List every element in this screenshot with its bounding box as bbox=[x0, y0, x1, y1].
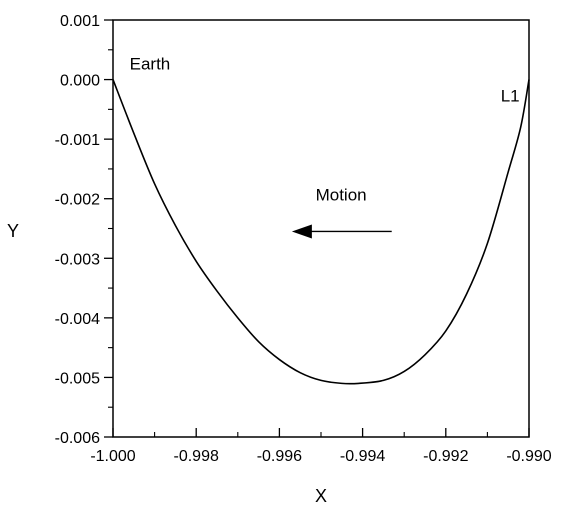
y-tick-label: -0.004 bbox=[55, 311, 100, 328]
annotation-l1: L1 bbox=[501, 87, 520, 106]
y-tick-label: -0.003 bbox=[55, 251, 100, 268]
y-axis-title: Y bbox=[7, 221, 19, 241]
y-tick-label: -0.001 bbox=[55, 132, 100, 149]
y-tick-label: -0.006 bbox=[55, 430, 100, 447]
x-tick-label: -0.990 bbox=[506, 448, 551, 465]
annotation-earth: Earth bbox=[130, 54, 171, 73]
plot-frame bbox=[112, 19, 530, 438]
y-tick-label: 0.000 bbox=[60, 73, 100, 90]
x-tick-label: -1.000 bbox=[90, 448, 135, 465]
y-tick-label: -0.002 bbox=[55, 192, 100, 209]
y-tick-label: 0.001 bbox=[60, 13, 100, 30]
y-axis: 0.001 0.000 -0.001 -0.002 -0.003 -0.004 -0.005… bbox=[55, 13, 113, 447]
x-tick-label: -0.992 bbox=[423, 448, 468, 465]
y-tick-label: -0.005 bbox=[55, 370, 100, 387]
x-tick-label: -0.998 bbox=[174, 448, 219, 465]
x-tick-label: -0.994 bbox=[340, 448, 385, 465]
annotation-motion: Motion bbox=[316, 186, 367, 205]
x-tick-label: -0.996 bbox=[257, 448, 302, 465]
plot-area: -1.000 -0.998 -0.996 -0.994 -0.992 -0.990 0.0… bbox=[55, 13, 552, 465]
motion-arrow bbox=[291, 224, 392, 239]
x-axis: -1.000 -0.998 -0.996 -0.994 -0.992 -0.990 bbox=[90, 428, 552, 465]
x-axis-title: X bbox=[315, 486, 327, 506]
trajectory-line bbox=[112, 79, 530, 385]
